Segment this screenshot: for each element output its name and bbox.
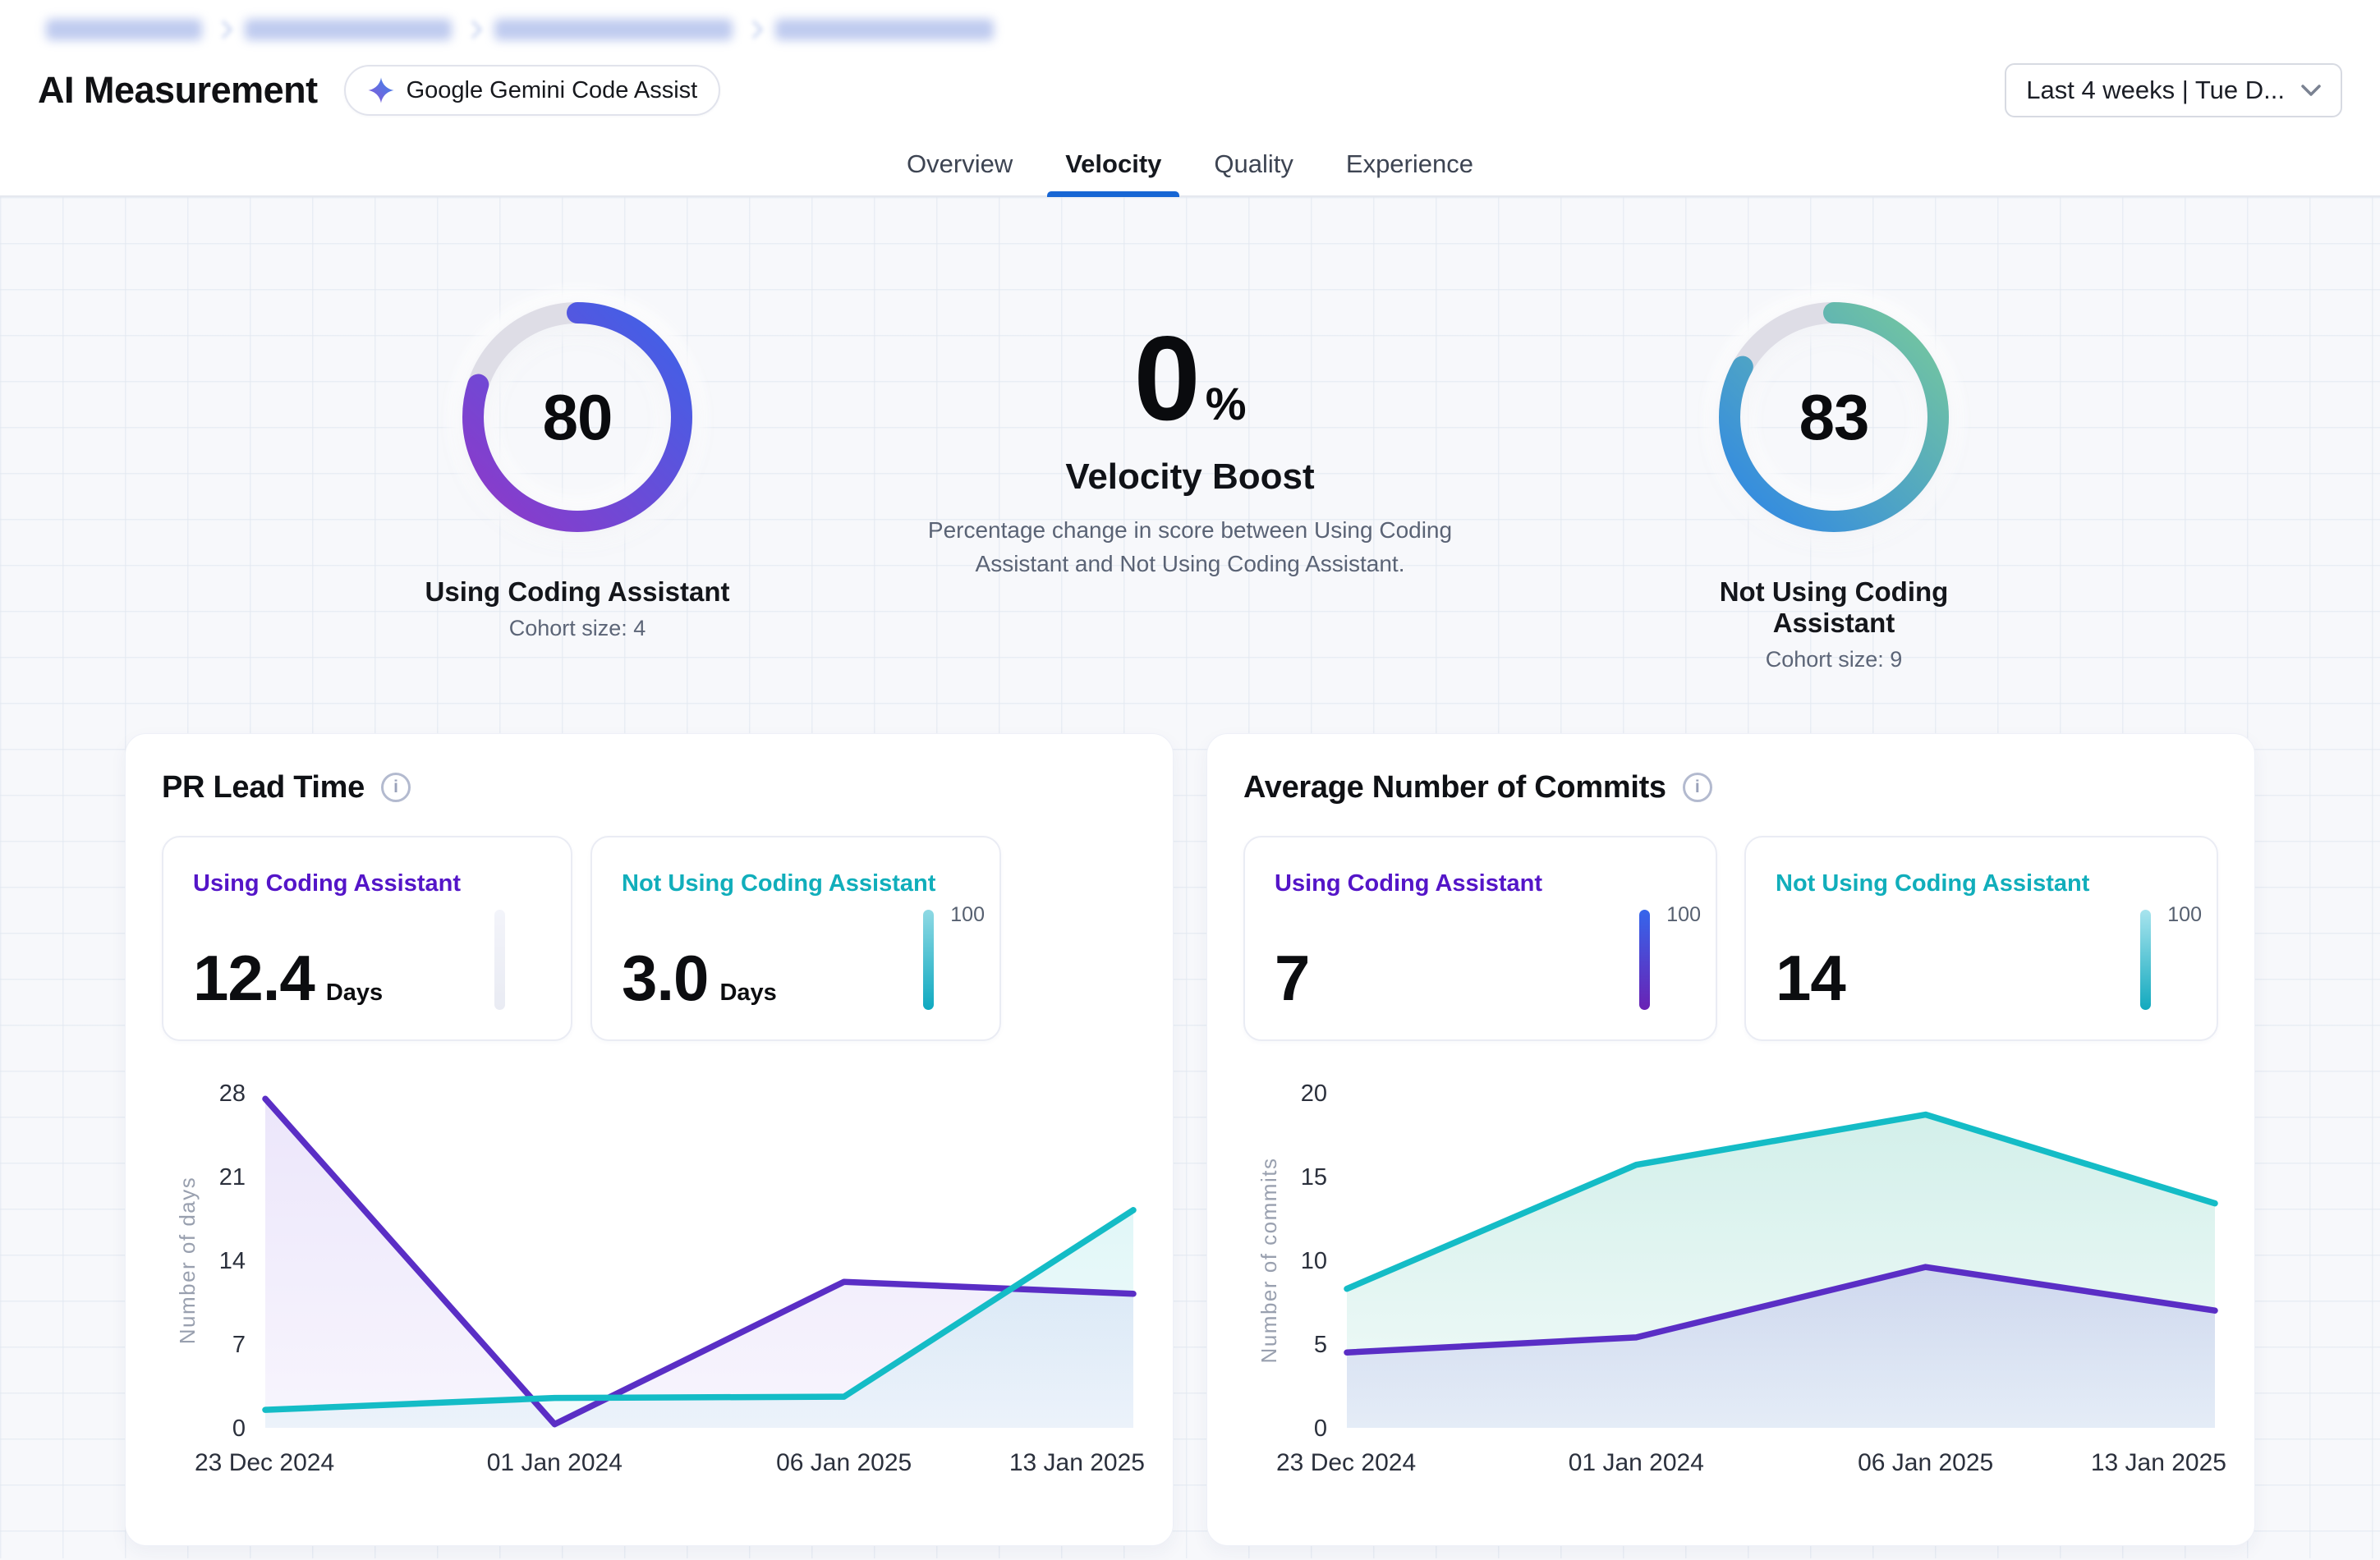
assistant-badge-label: Google Gemini Code Assist (406, 76, 698, 103)
gauge-using-coding-assistant: 80 Using Coding Assistant Cohort size: 4 (413, 281, 742, 641)
svg-text:06 Jan 2025: 06 Jan 2025 (776, 1449, 912, 1476)
info-icon[interactable]: i (1682, 773, 1712, 802)
gauge-score-value: 83 (1799, 380, 1870, 453)
card-title: PR Lead Time (162, 769, 365, 805)
svg-text:0: 0 (232, 1415, 246, 1442)
chevron-down-icon (2301, 84, 2321, 96)
tab-overview[interactable]: Overview (907, 149, 1013, 178)
main-content: 80 Using Coding Assistant Cohort size: 4… (0, 197, 2380, 1558)
stat-label: Using Coding Assistant (1275, 870, 1542, 897)
info-icon[interactable]: i (381, 773, 411, 802)
stat-label: Not Using Coding Assistant (1776, 870, 2090, 897)
breadcrumb-link-redacted[interactable] (245, 19, 452, 40)
svg-text:13 Jan 2025: 13 Jan 2025 (2091, 1449, 2226, 1476)
gauge-glow (441, 281, 714, 553)
svg-text:01 Jan 2024: 01 Jan 2024 (487, 1449, 623, 1476)
svg-text:23 Dec 2024: 23 Dec 2024 (1276, 1449, 1416, 1476)
svg-text:Number of commits: Number of commits (1257, 1158, 1281, 1364)
stat-unit: Days (719, 980, 777, 1006)
stat-scale-bar (2140, 910, 2151, 1010)
date-range-select[interactable]: Last 4 weeks | Tue D... (2005, 63, 2342, 117)
svg-text:Number of days: Number of days (175, 1177, 200, 1345)
stat-value: 3.0 (622, 942, 709, 1014)
svg-text:06 Jan 2025: 06 Jan 2025 (1858, 1449, 1993, 1476)
svg-text:15: 15 (1301, 1164, 1327, 1191)
pr-lead-time-chart: 0 7 14 21 28 Number of days 23 Dec 2024 01 Jan … (175, 1081, 1145, 1476)
chevron-right-icon (463, 20, 483, 39)
svg-text:5: 5 (1314, 1332, 1327, 1358)
gauge-glow (1698, 281, 1970, 553)
tab-bar: Overview Velocity Quality Experience (0, 133, 2380, 197)
stat-label: Not Using Coding Assistant (622, 870, 936, 897)
stat-scale-bar (494, 910, 505, 1010)
average-commits-chart: 0 5 10 15 20 Number of commits 23 Dec 2024 01 J… (1257, 1081, 2226, 1476)
stat-scale-label: 100 (2167, 903, 2202, 926)
card-title: Average Number of Commits (1243, 769, 1666, 805)
breadcrumb-link-redacted[interactable] (46, 19, 202, 40)
velocity-boost: 0 % Velocity Boost Percentage change in … (886, 319, 1494, 580)
chevron-right-icon (214, 20, 233, 39)
chevron-right-icon (744, 20, 764, 39)
boost-description: Percentage change in score between Using… (927, 517, 1453, 576)
gauge-label: Using Coding Assistant (425, 576, 730, 607)
svg-text:01 Jan 2024: 01 Jan 2024 (1569, 1449, 1704, 1476)
breadcrumb (0, 11, 2380, 48)
stat-scale-label: 100 (1666, 903, 1701, 926)
tab-velocity[interactable]: Velocity (1047, 133, 1180, 197)
top-header: AI Measurement Google Gemini Code Assist… (0, 0, 2380, 133)
gauge-label: Not Using Coding Assistant (1719, 576, 1949, 638)
stat-scale-bar (923, 910, 934, 1010)
metric-cards-row: PR Lead Time i Using Coding Assistant 12… (0, 733, 2380, 1546)
svg-text:7: 7 (232, 1332, 246, 1358)
assistant-badge: Google Gemini Code Assist (343, 65, 721, 116)
page-title: AI Measurement (38, 69, 318, 111)
svg-text:28: 28 (219, 1081, 246, 1107)
stat-not-using-coding-assistant: Not Using Coding Assistant 14 100 (1744, 836, 2218, 1041)
score-gauge (1719, 302, 1949, 532)
average-commits-card: Average Number of Commits i Using Coding… (1206, 733, 2255, 1546)
breadcrumb-link-redacted[interactable] (775, 19, 994, 40)
stat-value: 7 (1275, 942, 1310, 1014)
stat-scale-bar (1639, 910, 1650, 1010)
svg-text:23 Dec 2024: 23 Dec 2024 (195, 1449, 334, 1476)
svg-text:20: 20 (1301, 1081, 1327, 1107)
gauge-cohort-size: Cohort size: 9 (1765, 647, 1903, 672)
gauge-not-using-coding-assistant: 83 Not Using Coding Assistant Cohort siz… (1670, 281, 1998, 672)
boost-unit: % (1205, 378, 1247, 429)
gauge-cohort-size: Cohort size: 4 (508, 616, 646, 640)
tab-experience[interactable]: Experience (1345, 149, 1473, 178)
svg-text:13 Jan 2025: 13 Jan 2025 (1009, 1449, 1145, 1476)
svg-text:21: 21 (219, 1164, 246, 1191)
stat-value: 14 (1776, 942, 1846, 1014)
stat-unit: Days (325, 980, 384, 1006)
tab-quality[interactable]: Quality (1214, 149, 1293, 178)
gemini-sparkle-icon (368, 77, 394, 103)
date-range-value: Last 4 weeks | Tue D... (2026, 76, 2285, 104)
stat-scale-label: 100 (950, 903, 985, 926)
boost-title: Velocity Boost (1065, 457, 1315, 497)
svg-text:0: 0 (1314, 1415, 1327, 1442)
stat-using-coding-assistant: Using Coding Assistant 12.4 Days (162, 836, 572, 1041)
breadcrumb-link-redacted[interactable] (494, 19, 733, 40)
boost-value: 0 (1133, 311, 1201, 445)
pr-lead-time-card: PR Lead Time i Using Coding Assistant 12… (125, 733, 1174, 1546)
svg-text:14: 14 (219, 1248, 246, 1274)
stat-value: 12.4 (193, 942, 315, 1014)
gauge-score-value: 80 (542, 380, 613, 453)
score-gauge (462, 302, 692, 532)
velocity-summary: 80 Using Coding Assistant Cohort size: 4… (0, 197, 2380, 672)
svg-text:10: 10 (1301, 1248, 1327, 1274)
stat-using-coding-assistant: Using Coding Assistant 7 100 (1243, 836, 1717, 1041)
stat-label: Using Coding Assistant (193, 870, 461, 897)
stat-not-using-coding-assistant: Not Using Coding Assistant 3.0 Days 100 (590, 836, 1001, 1041)
